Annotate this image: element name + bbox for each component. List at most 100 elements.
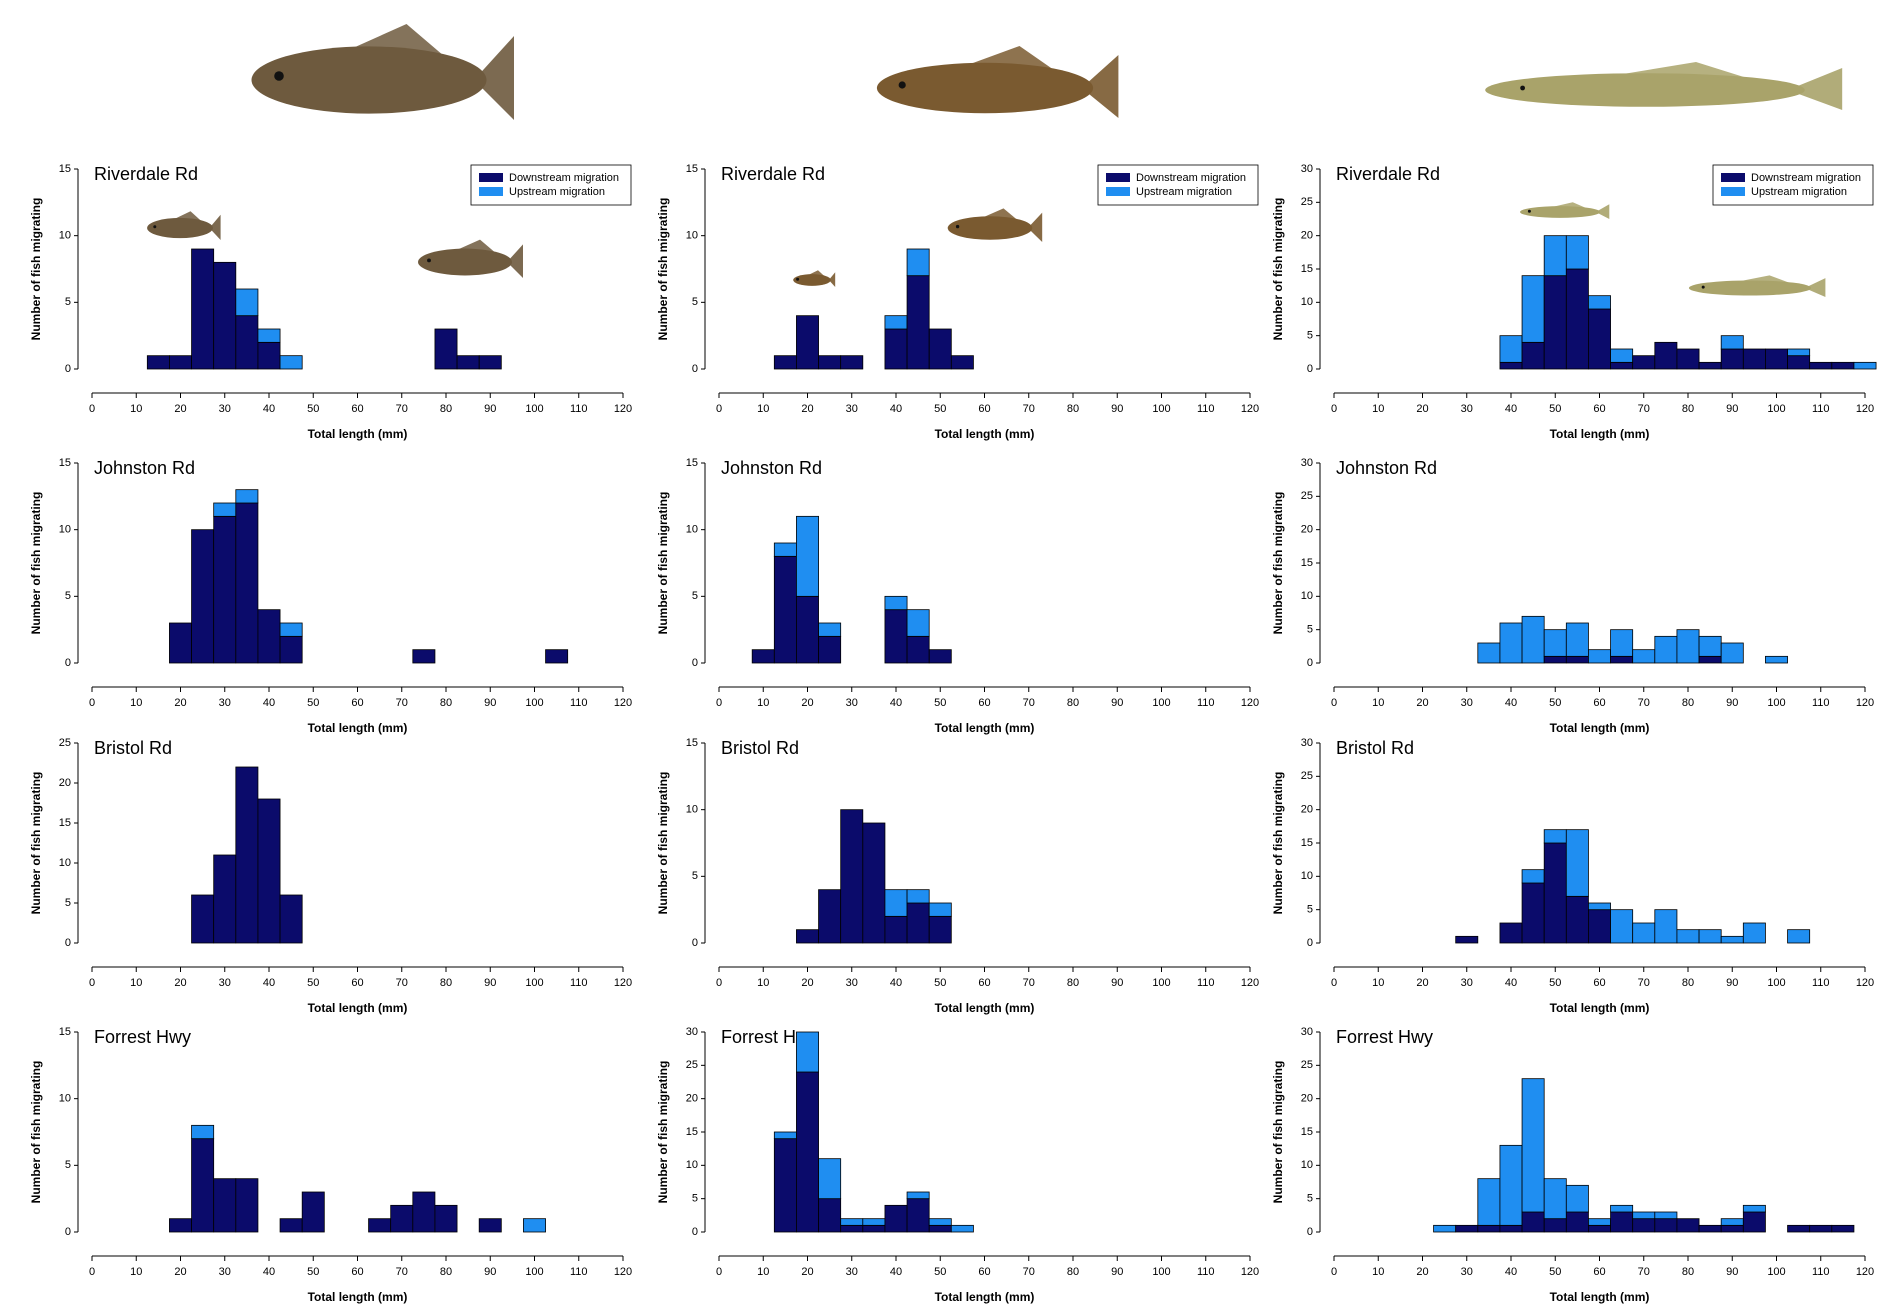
x-tick-label: 0	[716, 1266, 722, 1278]
y-tick-label: 0	[65, 363, 71, 375]
panel-title: Riverdale Rd	[1336, 164, 1440, 184]
y-tick-label: 5	[692, 870, 698, 882]
x-tick-label: 40	[890, 977, 902, 989]
x-tick-label: 100	[525, 697, 543, 709]
bar-segment	[1588, 1224, 1611, 1233]
fish-illustration	[1520, 202, 1610, 219]
bar-segment	[1543, 1218, 1567, 1233]
x-tick-label: 110	[1812, 403, 1830, 415]
y-tick-label: 15	[1301, 263, 1313, 275]
x-tick-label: 90	[484, 977, 496, 989]
x-tick-label: 120	[614, 977, 632, 989]
x-tick-label: 30	[846, 697, 858, 709]
bar-segment	[751, 649, 775, 664]
y-tick-label: 30	[1301, 163, 1313, 175]
bar-segment	[1499, 1224, 1523, 1233]
bar-segment	[169, 622, 192, 664]
fish-body	[251, 46, 487, 114]
bar-segment	[1610, 348, 1634, 363]
legend-swatch	[479, 187, 503, 196]
panel: Forrest Hwy 0 5 10 15 20 25 30 Number of fish mi…	[656, 1026, 1259, 1304]
legend-swatch	[1106, 173, 1130, 182]
x-tick-label: 20	[1416, 1266, 1428, 1278]
bar-segment	[1543, 829, 1567, 844]
bar-segment	[796, 1031, 819, 1073]
bar-segment	[818, 889, 842, 944]
y-tick-label: 25	[1301, 196, 1313, 208]
y-axis-label: Number of fish migrating	[656, 492, 670, 635]
x-tick-label: 30	[219, 977, 231, 989]
fish-eye	[1527, 209, 1531, 213]
fish-fin	[455, 239, 495, 253]
bar-segment	[1720, 335, 1744, 350]
x-tick-label: 40	[263, 697, 275, 709]
bar-segment	[235, 766, 259, 944]
x-tick-label: 10	[757, 977, 769, 989]
bar-segment	[213, 502, 237, 517]
bar-segment	[818, 622, 842, 637]
bar-segment	[884, 915, 908, 944]
bar-segment	[146, 355, 170, 370]
x-tick-label: 100	[1152, 977, 1170, 989]
y-tick-label: 15	[686, 737, 698, 749]
y-tick-label: 0	[1307, 937, 1313, 949]
x-tick-label: 110	[570, 1266, 588, 1278]
bar-segment	[1720, 1224, 1744, 1233]
fish-illustration	[947, 208, 1043, 242]
x-tick-label: 20	[801, 403, 813, 415]
x-tick-label: 90	[1726, 1266, 1738, 1278]
bar-segment	[1588, 295, 1611, 310]
fish-body	[793, 274, 831, 286]
x-axis-label: Total length (mm)	[1550, 1001, 1650, 1015]
bar-segment	[928, 649, 952, 664]
bar-segment	[906, 1198, 930, 1233]
x-tick-label: 60	[978, 697, 990, 709]
panel: Riverdale Rd 0 5 10 15 20 25 30 Number of fish m…	[1271, 163, 1877, 441]
bar-segment	[773, 555, 797, 664]
bar-segment	[257, 609, 281, 664]
x-tick-label: 100	[1767, 1266, 1785, 1278]
x-tick-label: 110	[1197, 1266, 1215, 1278]
y-tick-label: 0	[65, 1226, 71, 1238]
x-tick-label: 50	[1549, 1266, 1561, 1278]
bar-segment	[1477, 642, 1501, 664]
x-tick-label: 30	[1461, 697, 1473, 709]
bar-segment	[884, 1204, 908, 1233]
y-tick-label: 30	[1301, 1026, 1313, 1038]
y-tick-label: 10	[1301, 870, 1313, 882]
fish-eye	[1701, 285, 1705, 289]
bar-segment	[906, 635, 930, 664]
x-tick-label: 30	[846, 977, 858, 989]
y-tick-label: 20	[1301, 524, 1313, 536]
bar-segment	[390, 1204, 414, 1233]
y-tick-label: 30	[686, 1026, 698, 1038]
y-axis-label: Number of fish migrating	[656, 198, 670, 341]
bar-segment	[1632, 1218, 1656, 1233]
bar-segment	[840, 355, 864, 370]
bar-segment	[1610, 1211, 1634, 1233]
bar-segment	[213, 515, 237, 664]
x-tick-label: 30	[219, 403, 231, 415]
legend-box	[1712, 164, 1874, 206]
x-tick-label: 90	[1726, 403, 1738, 415]
x-tick-label: 0	[89, 977, 95, 989]
x-tick-label: 120	[1856, 403, 1874, 415]
y-tick-label: 0	[692, 937, 698, 949]
x-tick-label: 70	[396, 697, 408, 709]
bar-segment	[773, 542, 797, 557]
y-tick-label: 5	[1307, 624, 1313, 636]
y-tick-label: 5	[692, 1193, 698, 1205]
x-tick-label: 40	[263, 403, 275, 415]
fish-tail	[474, 36, 514, 120]
x-tick-label: 0	[1331, 1266, 1337, 1278]
x-tick-label: 50	[307, 977, 319, 989]
x-tick-label: 60	[1593, 977, 1605, 989]
x-tick-label: 120	[1856, 977, 1874, 989]
x-tick-label: 10	[757, 403, 769, 415]
panel: Bristol Rd 0 5 10 15 20 25 Number of fish migra…	[29, 737, 632, 1015]
bar-segment	[1521, 1211, 1545, 1233]
x-tick-label: 60	[351, 1266, 363, 1278]
x-tick-label: 60	[351, 697, 363, 709]
x-tick-label: 0	[1331, 403, 1337, 415]
